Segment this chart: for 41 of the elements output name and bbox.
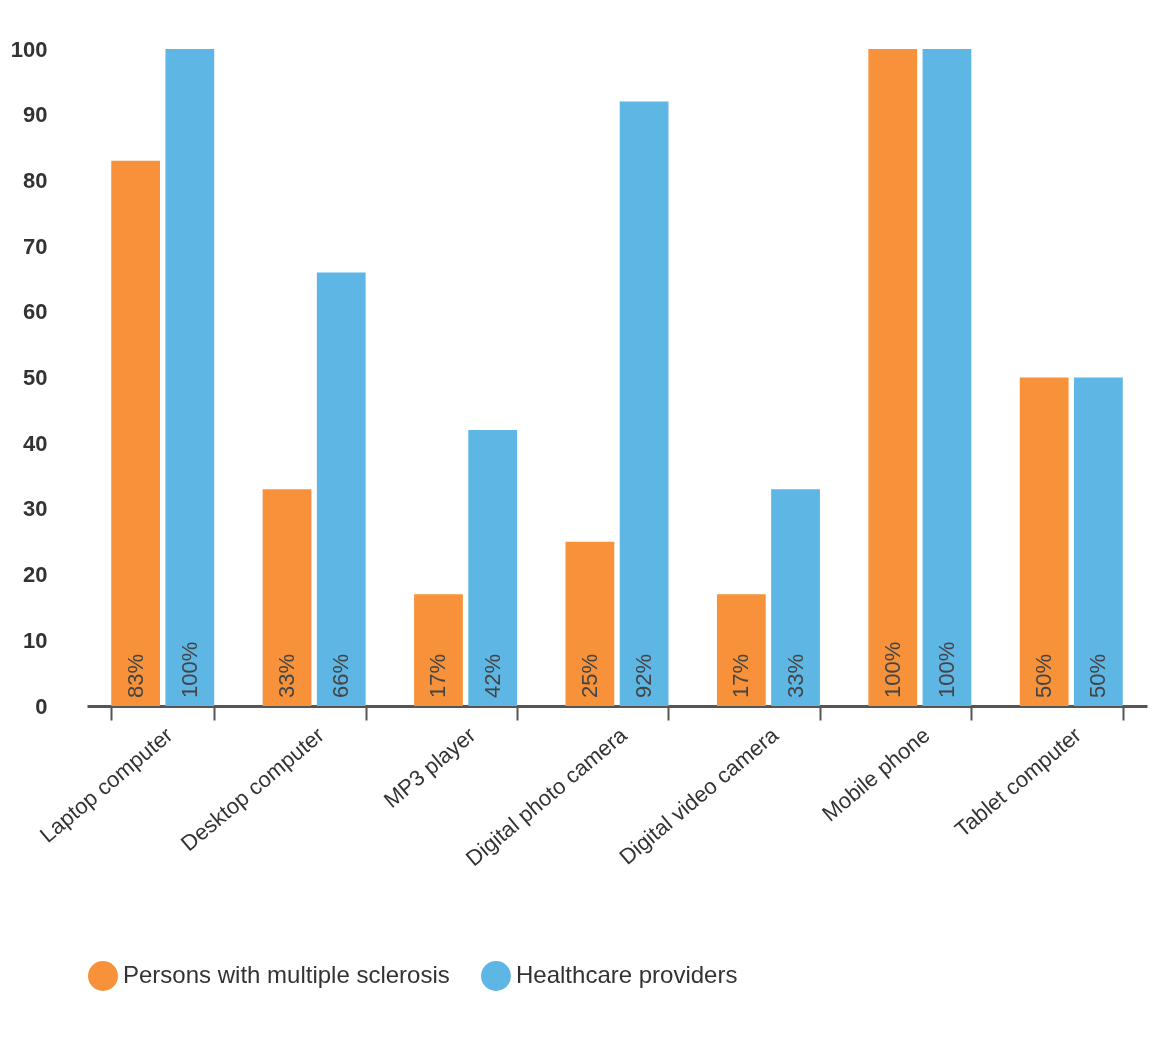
y-tick-label: 50: [23, 365, 48, 390]
bar: [111, 160, 160, 706]
bar: [565, 541, 615, 706]
y-tick-label: 70: [23, 233, 48, 259]
data-label: 100%: [879, 641, 905, 698]
data-label: 100%: [176, 641, 202, 698]
data-label: 100%: [933, 641, 959, 698]
bar: [922, 49, 972, 706]
data-label: 50%: [1031, 653, 1057, 698]
y-tick-label: 60: [23, 299, 48, 325]
y-tick-label: 90: [23, 102, 48, 128]
data-label: 50%: [1085, 653, 1111, 698]
bar: [316, 272, 366, 706]
bar: [716, 594, 766, 706]
y-tick-label: 30: [23, 496, 48, 522]
data-label: 33%: [274, 653, 300, 698]
legend-label: Persons with multiple sclerosis: [123, 961, 450, 988]
y-tick-label: 0: [35, 693, 48, 719]
bar: [1019, 377, 1069, 706]
y-tick-label: 20: [23, 562, 48, 588]
bar: [468, 430, 518, 706]
bar: [619, 101, 669, 706]
bar: [165, 49, 215, 706]
y-tick-label: 10: [23, 627, 48, 653]
data-label: 92%: [631, 653, 657, 698]
data-label: 66%: [328, 653, 354, 698]
data-label: 17%: [425, 653, 451, 698]
legend-label: Healthcare providers: [516, 961, 738, 988]
data-label: 33%: [782, 653, 808, 698]
bar: [771, 489, 820, 706]
data-label: 83%: [122, 653, 148, 698]
bar: [868, 49, 918, 706]
bar: [414, 594, 463, 706]
data-label: 17%: [728, 653, 754, 698]
bar: [262, 489, 312, 706]
y-tick-label: 80: [23, 167, 48, 193]
bar: [1074, 377, 1123, 706]
data-label: 25%: [576, 653, 602, 698]
y-tick-label: 100: [10, 36, 48, 62]
data-label: 42%: [479, 653, 505, 698]
y-tick-label: 40: [23, 430, 48, 456]
